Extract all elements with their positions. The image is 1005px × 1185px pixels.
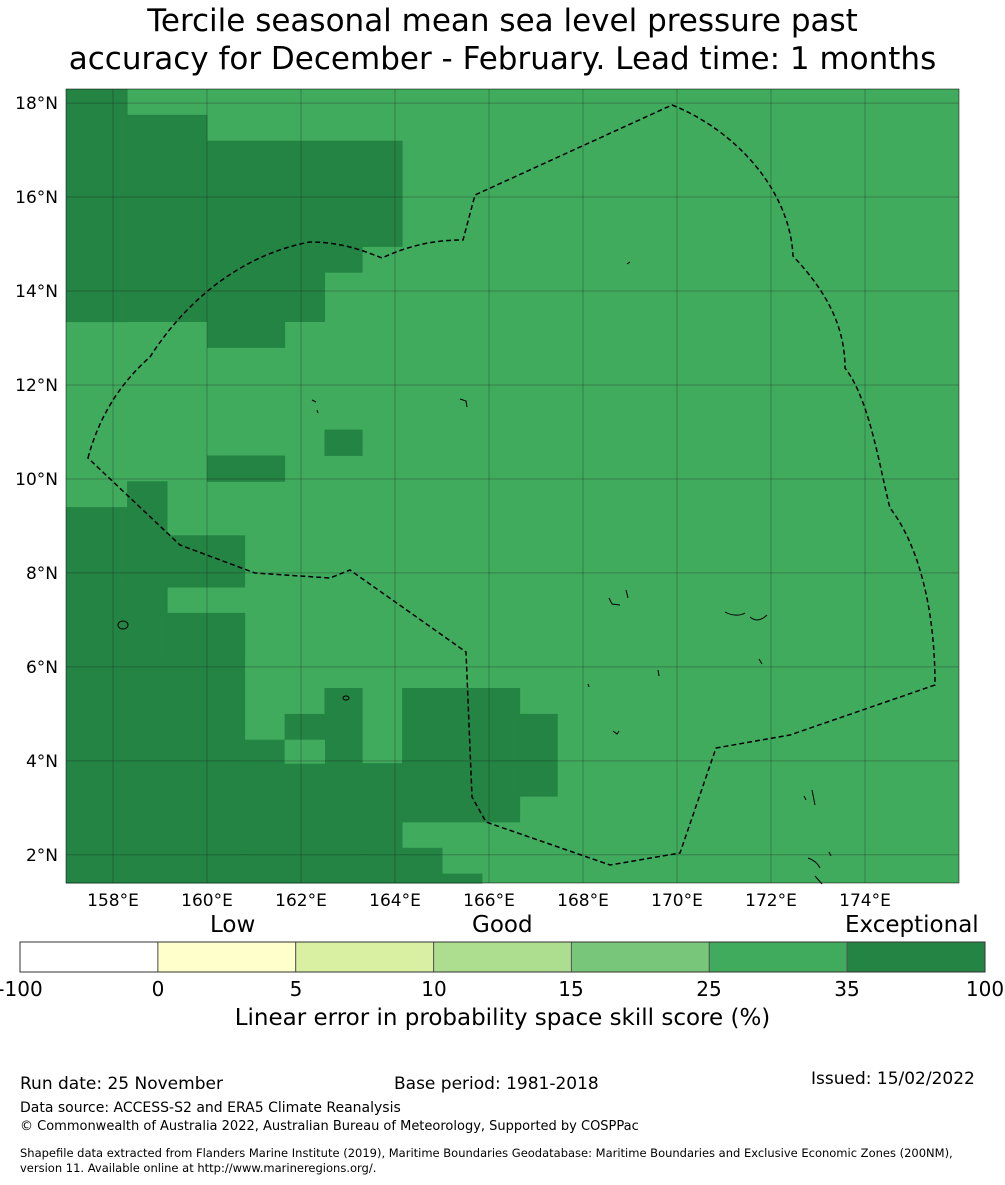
latitude-tick-label: 14°N xyxy=(15,282,58,302)
exceptional-skill-cell xyxy=(402,688,521,823)
latitude-tick-label: 10°N xyxy=(15,470,58,490)
colorbar-frame xyxy=(19,941,986,973)
exceptional-skill-cell xyxy=(207,246,363,273)
island-outline xyxy=(807,857,823,885)
exceptional-skill-cell xyxy=(127,114,208,322)
exceptional-skill-cell xyxy=(519,713,558,797)
colorbar-tick: 10 xyxy=(421,977,447,1001)
copyright: © Commonwealth of Australia 2022, Austra… xyxy=(20,1119,639,1134)
exceptional-skill-cell xyxy=(362,763,403,884)
shapefile-credit-line-2: version 11. Available online at http://w… xyxy=(20,1161,377,1175)
longitude-tick-label: 160°E xyxy=(181,891,233,911)
base-period: Base period: 1981-2018 xyxy=(394,1074,599,1094)
issued-date: Issued: 15/02/2022 xyxy=(811,1069,975,1089)
latitude-tick-label: 8°N xyxy=(26,564,58,584)
exceptional-skill-cell xyxy=(442,873,483,884)
island-outline xyxy=(612,730,620,735)
colorbar-tick: 0 xyxy=(151,977,165,1001)
longitude-tick-label: 166°E xyxy=(463,891,515,911)
category-exceptional: Exceptional xyxy=(845,912,979,938)
island-outline xyxy=(342,695,350,701)
colorbar-segment xyxy=(570,941,710,973)
exceptional-skill-cell xyxy=(207,321,286,348)
latitude-tick-label: 12°N xyxy=(15,376,58,396)
island-outline xyxy=(749,614,768,621)
skill-cells xyxy=(66,89,558,884)
colorbar-tick: 35 xyxy=(834,977,860,1001)
colorbar-tick: 15 xyxy=(558,977,584,1001)
colorbar-title: Linear error in probability space skill … xyxy=(234,1005,771,1031)
island-outline xyxy=(758,658,763,665)
exceptional-skill-cell xyxy=(207,140,403,247)
category-low: Low xyxy=(210,912,256,938)
map-frame xyxy=(65,88,960,884)
colorbar-segment xyxy=(19,941,159,973)
island-outline xyxy=(459,398,468,408)
gridlines xyxy=(66,89,959,883)
exceptional-skill-cell xyxy=(167,612,246,661)
colorbar-segment xyxy=(708,941,848,973)
exceptional-skill-cell xyxy=(207,272,325,322)
latitude-tick-label: 18°N xyxy=(15,94,58,114)
category-good: Good xyxy=(472,912,533,938)
island-outline xyxy=(657,669,660,677)
longitude-tick-label: 172°E xyxy=(745,891,797,911)
latitude-tick-label: 4°N xyxy=(26,752,58,772)
data-source: Data source: ACCESS-S2 and ERA5 Climate … xyxy=(20,1100,401,1116)
latitude-labels: 18°N 16°N 14°N 12°N 10°N 8°N 6°N 4°N 2°N xyxy=(15,94,58,866)
latitude-tick-label: 2°N xyxy=(26,846,58,866)
colorbar-tick: -100 xyxy=(0,977,43,1001)
exceptional-skill-cell xyxy=(66,587,168,661)
exceptional-skill-cell xyxy=(324,429,363,456)
exceptional-skill-cell xyxy=(66,507,128,588)
island-outline xyxy=(117,620,129,630)
islands xyxy=(117,261,832,885)
longitude-tick-label: 162°E xyxy=(275,891,327,911)
colorbar-segment xyxy=(157,941,297,973)
latitude-tick-label: 6°N xyxy=(26,658,58,678)
colorbar xyxy=(19,941,986,973)
exceptional-skill-cell xyxy=(244,763,325,884)
good-skill-cell xyxy=(284,739,325,764)
exceptional-skill-cell xyxy=(402,847,443,884)
longitude-labels: 158°E 160°E 162°E 164°E 166°E 168°E 170°E 172°E… xyxy=(87,891,891,911)
exceptional-skill-cell xyxy=(284,713,325,741)
shapefile-credit-line-1: Shapefile data extracted from Flanders M… xyxy=(20,1146,953,1160)
colorbar-segment xyxy=(433,941,572,973)
island-outline xyxy=(587,683,590,688)
colorbar-segment xyxy=(295,941,435,973)
island-outline xyxy=(803,789,816,806)
island-outline xyxy=(828,851,832,857)
island-outline xyxy=(626,261,631,265)
longitude-tick-label: 174°E xyxy=(839,891,891,911)
longitude-tick-label: 170°E xyxy=(651,891,703,911)
longitude-tick-label: 164°E xyxy=(369,891,421,911)
island-outline xyxy=(311,399,319,414)
title-line-2: accuracy for December - February. Lead t… xyxy=(68,41,937,77)
exceptional-skill-cell xyxy=(324,688,363,884)
run-date: Run date: 25 November xyxy=(20,1074,223,1094)
exceptional-skill-cell xyxy=(207,455,286,482)
colorbar-tick: 5 xyxy=(289,977,303,1001)
colorbar-tick: 100 xyxy=(965,977,1005,1001)
title-line-1: Tercile seasonal mean sea level pressure… xyxy=(147,3,858,39)
colorbar-segment xyxy=(846,941,986,973)
chart-title: Tercile seasonal mean sea level pressure… xyxy=(0,2,1005,78)
exceptional-skill-cell xyxy=(66,659,246,884)
latitude-tick-label: 16°N xyxy=(15,188,58,208)
exceptional-skill-cell xyxy=(127,535,246,588)
longitude-tick-label: 168°E xyxy=(557,891,609,911)
island-outline xyxy=(724,611,746,616)
island-outline xyxy=(608,589,629,606)
longitude-tick-label: 158°E xyxy=(87,891,139,911)
colorbar-tick: 25 xyxy=(696,977,722,1001)
exceptional-skill-cell xyxy=(66,89,128,323)
eez-boundary xyxy=(87,104,936,866)
